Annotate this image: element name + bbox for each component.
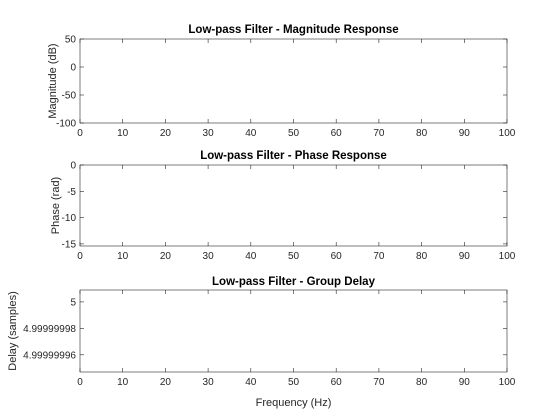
y-tick-label: -50 bbox=[62, 91, 77, 102]
x-tick-label: 10 bbox=[117, 128, 129, 139]
y-tick-label: -100 bbox=[56, 119, 76, 130]
x-tick-label: 90 bbox=[459, 128, 471, 139]
y-tick-label: 4.99999996 bbox=[23, 350, 76, 361]
y-tick-label: -5 bbox=[67, 187, 76, 198]
x-tick-label: 100 bbox=[499, 377, 516, 388]
x-tick-label: 40 bbox=[245, 251, 257, 262]
y-tick-label: -10 bbox=[62, 213, 77, 224]
x-tick-label: 40 bbox=[245, 128, 257, 139]
x-tick-label: 80 bbox=[416, 377, 428, 388]
y-axis-label: Magnitude (dB) bbox=[47, 43, 59, 118]
x-tick-label: 70 bbox=[373, 128, 385, 139]
x-tick-label: 80 bbox=[416, 251, 428, 262]
x-tick-label: 30 bbox=[203, 251, 215, 262]
y-tick-label: 4.99999998 bbox=[23, 324, 76, 335]
y-tick-label: -15 bbox=[62, 239, 77, 250]
y-axis-label: Phase (rad) bbox=[50, 177, 62, 234]
x-tick-label: 0 bbox=[77, 251, 83, 262]
x-axis-label: Frequency (Hz) bbox=[256, 397, 332, 409]
x-tick-label: 100 bbox=[499, 251, 516, 262]
x-tick-label: 50 bbox=[288, 251, 300, 262]
x-tick-label: 60 bbox=[331, 377, 343, 388]
subplot-2: 0 10 20 30 40 50 60 70 80 90 100 -15 -10 -5 0 Low-pass … bbox=[50, 150, 516, 262]
x-tick-label: 70 bbox=[373, 377, 385, 388]
x-tick-label: 0 bbox=[77, 128, 83, 139]
x-tick-label: 90 bbox=[459, 377, 471, 388]
y-tick-label: 50 bbox=[65, 35, 77, 46]
x-tick-label: 40 bbox=[245, 377, 257, 388]
x-tick-label: 0 bbox=[77, 377, 83, 388]
x-tick-label: 30 bbox=[203, 128, 215, 139]
x-tick-label: 50 bbox=[288, 377, 300, 388]
subplot-1: 0 10 20 30 40 50 60 70 80 90 100 -100 -50 0 50 Low-pass… bbox=[47, 24, 516, 139]
x-tick-label: 10 bbox=[117, 251, 129, 262]
x-tick-label: 50 bbox=[288, 128, 300, 139]
x-tick-label: 90 bbox=[459, 251, 471, 262]
x-tick-label: 100 bbox=[499, 128, 516, 139]
x-tick-label: 30 bbox=[203, 377, 215, 388]
x-tick-label: 20 bbox=[160, 128, 172, 139]
axes-frame bbox=[79, 38, 508, 124]
x-tick-label: 20 bbox=[160, 251, 172, 262]
x-tick-label: 80 bbox=[416, 128, 428, 139]
x-tick-label: 20 bbox=[160, 377, 172, 388]
axes-frame bbox=[79, 164, 508, 247]
y-tick-label: 0 bbox=[70, 63, 76, 74]
axes-frame bbox=[79, 289, 508, 373]
chart-title: Low-pass Filter - Phase Response bbox=[200, 150, 387, 162]
y-tick-label: 0 bbox=[70, 161, 76, 172]
chart-title: Low-pass Filter - Magnitude Response bbox=[188, 24, 398, 36]
x-tick-label: 10 bbox=[117, 377, 129, 388]
x-tick-label: 60 bbox=[331, 251, 343, 262]
x-tick-label: 70 bbox=[373, 251, 385, 262]
chart-title: Low-pass Filter - Group Delay bbox=[212, 276, 376, 288]
x-tick-label: 60 bbox=[331, 128, 343, 139]
subplot-3: 0 10 20 30 40 50 60 70 80 90 100 4.99999996 4.999999… bbox=[7, 276, 516, 409]
y-axis-label: Delay (samples) bbox=[7, 291, 19, 370]
y-tick-label: 5 bbox=[70, 297, 76, 308]
